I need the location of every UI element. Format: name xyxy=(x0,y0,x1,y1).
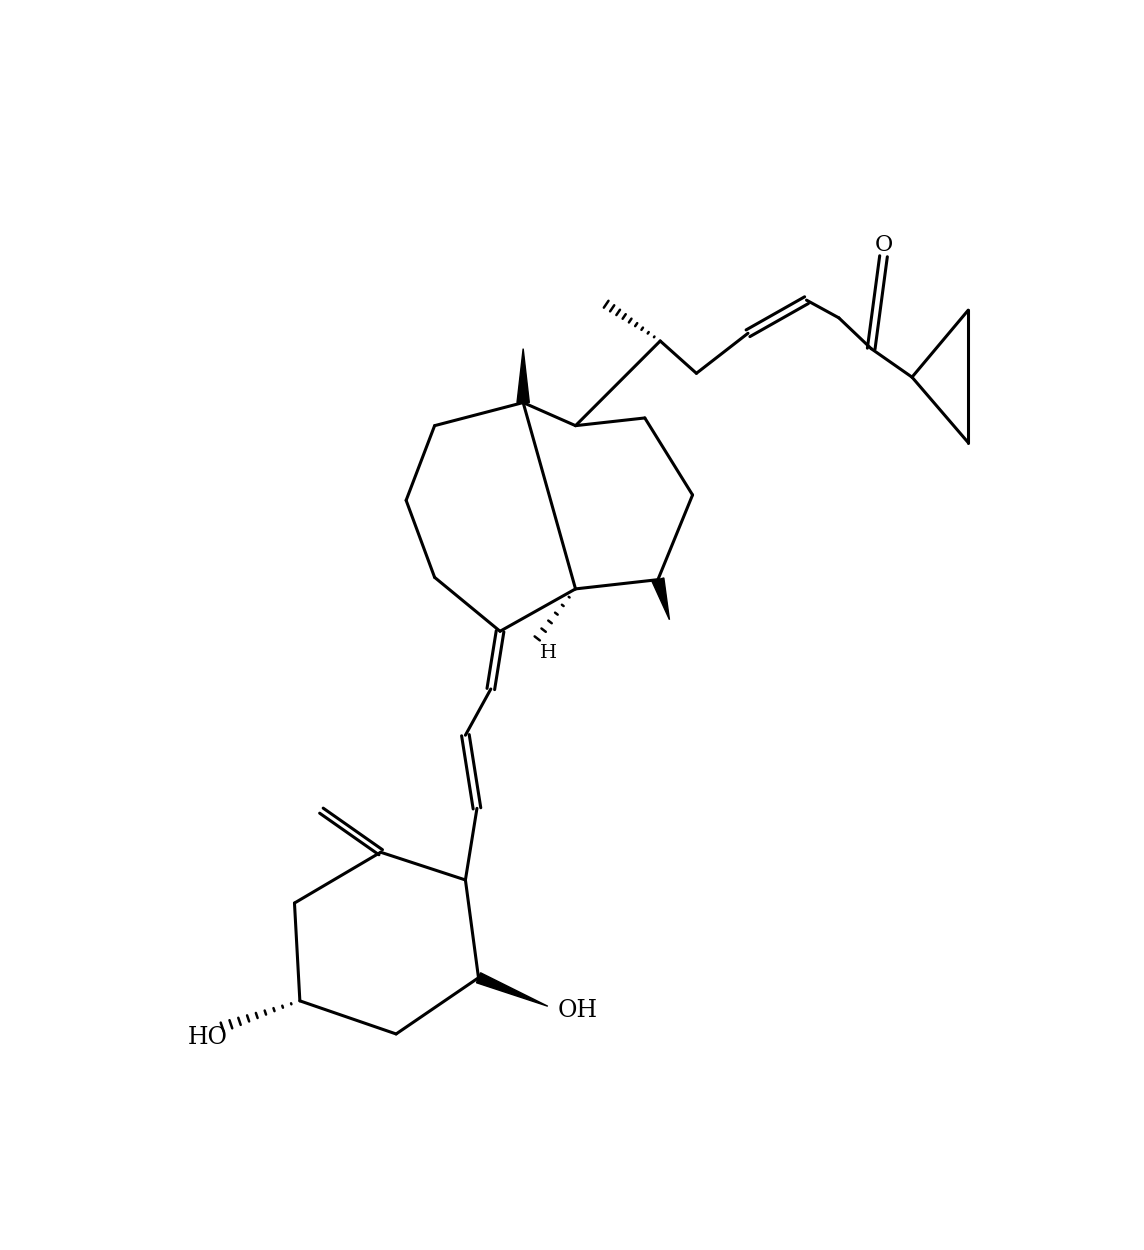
Text: O: O xyxy=(874,234,892,256)
Text: OH: OH xyxy=(558,999,598,1022)
Polygon shape xyxy=(652,578,669,620)
Polygon shape xyxy=(476,972,548,1006)
Text: HO: HO xyxy=(189,1025,228,1049)
Polygon shape xyxy=(517,349,530,403)
Text: H: H xyxy=(540,644,557,661)
